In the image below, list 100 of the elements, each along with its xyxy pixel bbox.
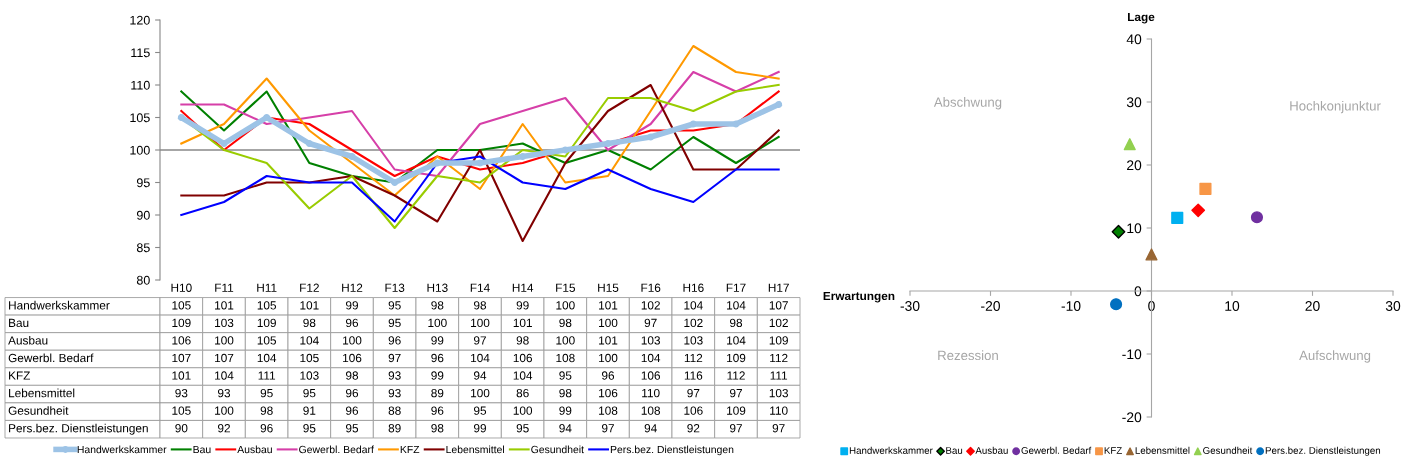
data-label: 104 (727, 336, 746, 345)
y-axis-title: Lage (1128, 12, 1155, 24)
data-label: 105 (257, 301, 277, 310)
point (1145, 248, 1158, 261)
data-label: 95 (303, 424, 316, 433)
annotation: Hochkonjunktur (1290, 100, 1381, 114)
data-label: 116 (684, 371, 703, 380)
data-label: 92 (687, 424, 700, 433)
data-label: 98 (516, 336, 529, 345)
point (305, 140, 313, 147)
text: KFZ (9, 371, 31, 380)
y-tick-label: 105 (130, 113, 150, 123)
data-label: 98 (260, 406, 273, 415)
data-label: 96 (260, 424, 273, 433)
data-label: 93 (217, 388, 231, 398)
data-label: 96 (345, 318, 359, 328)
x-tick-label: H14 (512, 283, 534, 292)
y-tick-label: 95 (136, 178, 150, 188)
data-label: 94 (644, 424, 657, 433)
text: Handwerkskammer (9, 300, 110, 310)
data-label: 106 (172, 336, 191, 345)
legend-label: Ausbau (237, 445, 272, 454)
data-label: 104 (513, 371, 533, 380)
data-label: 99 (431, 336, 444, 345)
data-label: 104 (641, 353, 661, 363)
point (775, 101, 783, 108)
x-tick-label: -30 (900, 301, 920, 311)
y-tick-label: 20 (1127, 160, 1142, 171)
data-label: 102 (684, 318, 703, 328)
data-label: 98 (431, 424, 444, 433)
data-label: 96 (345, 406, 359, 415)
data-label: 97 (601, 424, 614, 433)
data-label: 91 (303, 406, 316, 415)
data-label: 103 (300, 371, 319, 380)
data-label: 98 (559, 318, 572, 328)
data-label: 111 (258, 371, 276, 380)
data-label: 97 (772, 424, 785, 433)
legend-label: Pers.bez. Dienstleistungen (610, 445, 734, 456)
data-label: 89 (388, 424, 401, 433)
data-label: 112 (770, 353, 788, 363)
data-label: 107 (172, 353, 191, 363)
data-label: 109 (769, 336, 788, 345)
data-label: 106 (684, 406, 703, 415)
data-label: 96 (431, 406, 444, 415)
data-label: 97 (729, 388, 742, 398)
data-label: 105 (172, 301, 191, 310)
data-label: 103 (684, 336, 703, 345)
data-label: 93 (388, 371, 401, 380)
point (391, 179, 399, 186)
line-series (180, 70, 780, 178)
legend-label: Handwerkskammer (849, 446, 933, 454)
annotation: Rezession (938, 350, 998, 361)
legend-label: Gesundheit (531, 445, 584, 454)
data-label: 106 (513, 353, 532, 363)
data-label: 112 (727, 371, 745, 380)
data-label: 95 (559, 371, 572, 380)
y-tick-label: -10 (1122, 349, 1142, 360)
point (263, 114, 271, 121)
point (433, 159, 441, 167)
legend-label: KFZ (1104, 447, 1122, 454)
point (689, 120, 697, 128)
data-label: 101 (599, 336, 618, 345)
y-tick-label: 80 (136, 275, 150, 285)
legend-label: Lebensmittel (446, 445, 504, 454)
point (561, 146, 569, 154)
data-label: 96 (388, 336, 401, 345)
data-label: 99 (345, 301, 359, 310)
data-label: 96 (345, 388, 359, 398)
text: Ausbau (8, 335, 48, 345)
data-label: 110 (770, 406, 788, 415)
x-tick-label: 10 (1225, 301, 1240, 311)
data-label: 111 (770, 371, 788, 380)
data-label: 106 (343, 353, 362, 363)
line-series (180, 44, 780, 197)
data-label: 101 (215, 301, 234, 310)
data-label: 112 (684, 353, 703, 363)
data-label: 104 (300, 336, 319, 345)
legend-label: Pers.bez. Dienstleistungen (1265, 446, 1381, 456)
data-label: 109 (727, 353, 746, 363)
x-tick-label: F17 (726, 283, 746, 292)
y-tick-label: 10 (1127, 223, 1142, 234)
x-tick-label: H12 (342, 283, 363, 292)
x-tick-label: H10 (171, 283, 192, 292)
data-label: 105 (172, 406, 191, 415)
data-label: 95 (473, 406, 487, 415)
point (1110, 298, 1123, 311)
legend-label: Gesundheit (1203, 446, 1253, 454)
data-label: 105 (300, 353, 319, 363)
data-label: 97 (388, 353, 401, 363)
data-label: 109 (727, 406, 746, 415)
data-label: 104 (257, 353, 277, 363)
legend-label: Bau (193, 445, 211, 454)
data-label: 96 (431, 353, 444, 363)
data-label: 92 (217, 424, 230, 433)
data-label: 98 (473, 301, 487, 310)
x-tick-label: H11 (257, 283, 277, 292)
data-label: 100 (556, 336, 575, 345)
x-tick-label: -20 (981, 301, 1000, 311)
text: Pers.bez. Dienstleistungen (9, 423, 148, 435)
x-tick-label: F13 (385, 283, 405, 292)
